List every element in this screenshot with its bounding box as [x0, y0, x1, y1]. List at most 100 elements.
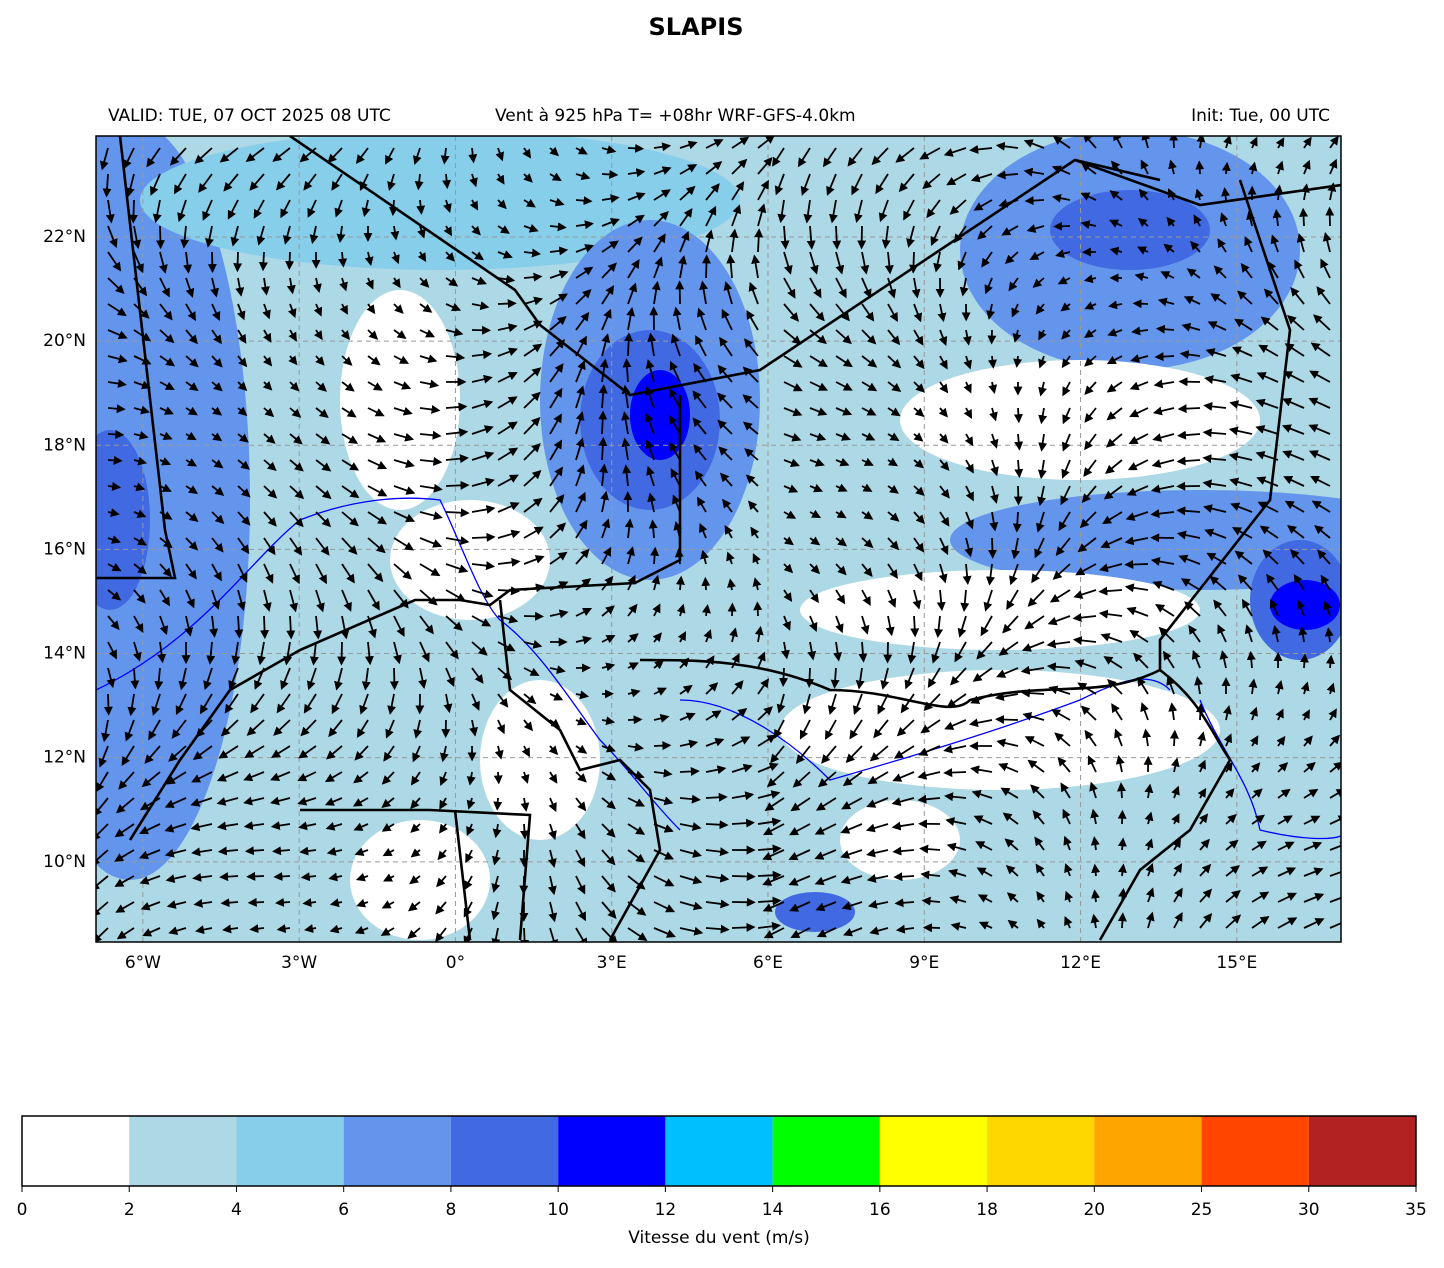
wind-arrow	[108, 460, 121, 461]
title: SLAPIS	[649, 13, 744, 41]
y-tick-label: 20°N	[43, 331, 86, 351]
wind-arrow	[992, 538, 993, 557]
wind-arrow	[275, 876, 290, 877]
wind-arrow	[393, 200, 394, 214]
wind-arrow	[1304, 655, 1305, 668]
colorbar-box	[773, 1116, 880, 1186]
wind-arrow	[732, 927, 754, 928]
wind-arrow	[1174, 731, 1175, 746]
wind-arrow	[1134, 303, 1148, 304]
wind-arrow	[1121, 784, 1122, 798]
wind-arrow	[628, 334, 629, 356]
colorbar-box	[451, 1116, 558, 1186]
colorbar-box	[987, 1116, 1094, 1186]
wind-arrow	[997, 719, 1018, 720]
x-tick-label: 6°W	[125, 953, 161, 973]
wind-arrow	[1179, 408, 1200, 409]
wind-arrow	[654, 745, 670, 746]
colorbar-box	[236, 1116, 343, 1186]
valid-label: VALID: TUE, 07 OCT 2025 08 UTC	[108, 106, 391, 126]
y-tick-label: 12°N	[43, 748, 86, 768]
init-label: Init: Tue, 00 UTC	[1191, 106, 1330, 126]
wind-arrow	[1026, 200, 1044, 201]
wind-arrow	[925, 927, 940, 928]
colorbar-box	[1309, 1116, 1416, 1186]
x-tick-label: 0°	[446, 953, 465, 973]
x-tick-label: 3°W	[281, 953, 317, 973]
wind-arrow	[446, 512, 468, 513]
wind-arrow	[758, 875, 780, 876]
colorbar-box	[344, 1116, 451, 1186]
wind-arrow	[576, 200, 591, 201]
wind-arrow	[1156, 356, 1174, 357]
wind-arrow	[248, 876, 264, 877]
y-tick-label: 10°N	[43, 852, 86, 872]
wind-arrow	[498, 772, 499, 783]
wind-arrow	[1017, 356, 1018, 366]
y-tick-label: 14°N	[43, 644, 86, 664]
wind-arrow	[446, 485, 468, 486]
wind-arrow	[1200, 705, 1201, 720]
wind-arrow	[290, 616, 291, 638]
wind-arrow	[394, 668, 395, 688]
colorbar-tick-label: 4	[231, 1200, 242, 1220]
wind-arrow	[524, 824, 525, 838]
wind-arrow	[1122, 914, 1123, 928]
wind-arrow	[1018, 408, 1019, 421]
wind-arrow	[1018, 486, 1019, 504]
wind-arrow	[680, 771, 698, 772]
colorbar-tick-label: 12	[655, 1200, 677, 1220]
x-tick-label: 12°E	[1060, 953, 1101, 973]
wind-arrow	[263, 252, 264, 269]
colorbar-tick-label: 14	[762, 1200, 784, 1220]
colorbar-tick-label: 8	[446, 1200, 457, 1220]
wind-arrow	[160, 226, 161, 247]
colorbar-box	[558, 1116, 665, 1186]
colorbar-tick-label: 6	[338, 1200, 349, 1220]
wind-arrow	[1199, 162, 1200, 174]
x-tick-label: 9°E	[909, 953, 939, 973]
x-tick-label: 15°E	[1216, 953, 1257, 973]
wind-arrow	[108, 694, 109, 714]
wind-arrow	[264, 616, 265, 637]
wind-arrow	[602, 174, 617, 175]
wind-arrow	[1095, 865, 1096, 876]
y-tick-label: 16°N	[43, 539, 86, 559]
wind-arrow	[498, 303, 515, 304]
wind-arrow	[628, 148, 642, 149]
wind-arrow	[809, 668, 810, 686]
wind-arrow	[758, 230, 759, 252]
wind-arrow	[497, 798, 498, 809]
colorbar-tick-label: 10	[547, 1200, 569, 1220]
x-tick-label: 6°E	[753, 953, 783, 973]
wind-arrow	[1055, 226, 1070, 227]
wind-arrow	[895, 876, 914, 877]
wind-arrow	[654, 549, 655, 564]
x-tick-label: 3°E	[597, 953, 627, 973]
wind-arrow	[222, 902, 238, 903]
wind-arrow	[1122, 839, 1123, 850]
wind-arrow	[1226, 164, 1227, 174]
wind-arrow	[221, 876, 238, 877]
wind-arrow	[277, 902, 290, 903]
map-area	[10, 120, 1444, 947]
wind-arrow	[1330, 657, 1331, 668]
colorbar-box	[22, 1116, 129, 1186]
y-tick-label: 18°N	[43, 435, 86, 455]
colorbar-tick-label: 25	[1191, 1200, 1213, 1220]
wind-arrow	[706, 797, 726, 798]
wind-arrow	[783, 668, 784, 685]
colorbar-box	[129, 1116, 236, 1186]
wind-arrow	[602, 412, 603, 434]
wind-arrow	[1017, 512, 1018, 531]
colorbar-tick-label: 16	[869, 1200, 891, 1220]
wind-arrow	[1126, 564, 1148, 565]
wind-arrow	[247, 850, 264, 851]
wind-arrow	[913, 252, 914, 272]
wind-arrow	[1303, 209, 1304, 226]
colorbar-box	[1202, 1116, 1309, 1186]
wind-arrow	[472, 537, 494, 538]
wind-arrow	[732, 876, 754, 877]
